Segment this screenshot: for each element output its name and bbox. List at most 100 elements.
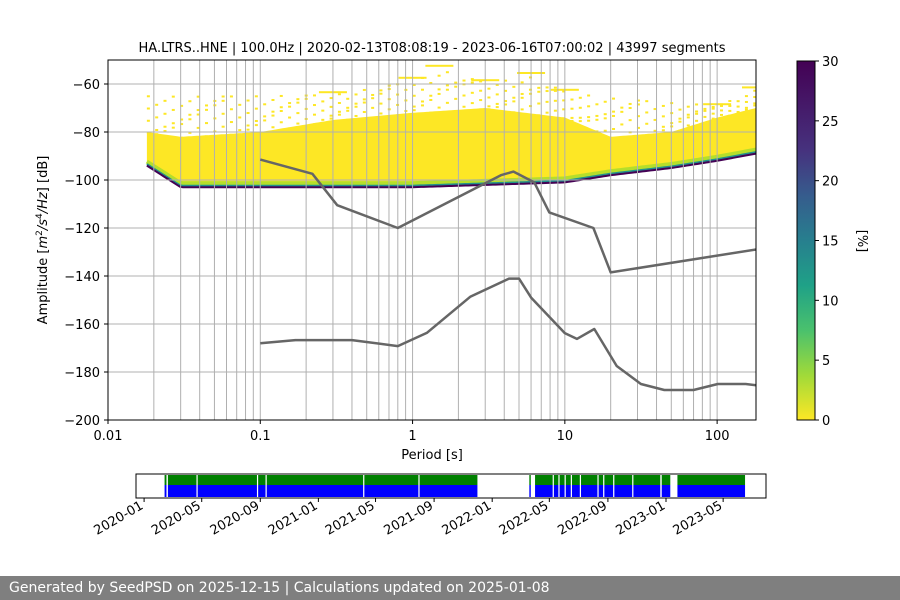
heat-scatter (437, 88, 441, 91)
heat-scatter (155, 116, 159, 119)
heat-scatter (445, 71, 449, 74)
heat-scatter (263, 103, 267, 106)
coverage-top (529, 475, 531, 485)
coverage-top (677, 475, 746, 485)
heat-scatter (171, 95, 175, 98)
heat-scatter (362, 98, 366, 101)
heat-scatter (205, 108, 209, 111)
heat-scatter (553, 109, 557, 112)
heat-scatter (180, 118, 184, 121)
x-tick-label: 10 (557, 429, 574, 444)
heat-scatter (612, 97, 616, 100)
heat-scatter (744, 100, 748, 103)
heat-scatter (229, 121, 233, 124)
heat-scatter (437, 106, 441, 109)
timeline-frame (135, 473, 767, 499)
timeline-tick-label: 2022-01 (440, 498, 495, 538)
coverage-bottom (661, 485, 671, 497)
heat-scatter (703, 115, 707, 118)
x-tick-label: 0.1 (250, 429, 271, 444)
timeline-tick-label: 2022-05 (497, 498, 552, 538)
heat-scatter (570, 98, 574, 101)
heat-scatter (412, 105, 416, 108)
heat-scatter (271, 98, 275, 101)
heat-scatter (321, 109, 325, 112)
heat-scatter (462, 105, 466, 108)
heat-scatter (570, 116, 574, 119)
heat-scatter (595, 114, 599, 117)
heat-scatter (562, 90, 566, 93)
colorbar-tick-label: 0 (822, 414, 830, 429)
heat-scatter (728, 100, 732, 103)
heat-scatter (271, 114, 275, 117)
heat-scatter (312, 123, 316, 126)
heat-scatter (578, 116, 582, 119)
heat-scatter (695, 103, 699, 106)
heat-scatter (495, 93, 499, 96)
noise-model-nhnm (259, 158, 756, 274)
heat-scatter (155, 133, 159, 136)
heat-scatter (205, 104, 209, 107)
heat-scatter (288, 102, 292, 105)
colorbar-tick-label: 15 (822, 235, 839, 250)
heat-scatter (354, 102, 358, 105)
heat-scatter (562, 117, 566, 120)
heat-scatter (504, 100, 508, 103)
heat-scatter (603, 129, 607, 132)
y-axis-ticks: −60 −80 −100 −120 −140 −160 −180 −200 (64, 78, 108, 429)
heat-scatter (196, 126, 200, 129)
timeline-tick-label: 2021-05 (323, 498, 378, 538)
heat-scatter (553, 86, 557, 89)
heat-scatter (487, 108, 491, 111)
heat-scatter (678, 108, 682, 111)
heat-scatter (578, 106, 582, 109)
y-tick-label: −100 (64, 174, 100, 189)
heat-scatter (578, 96, 582, 99)
heat-scatter (553, 99, 557, 102)
heat-scatter (736, 105, 740, 108)
heat-band (146, 108, 756, 188)
heat-scatter (371, 97, 375, 100)
heat-scatter (354, 114, 358, 117)
heat-scatter (420, 100, 424, 103)
heat-scatter (487, 96, 491, 99)
timeline-tick-label: 2023-01 (613, 498, 668, 538)
heat-scatter (628, 119, 632, 122)
heat-scatter (229, 133, 233, 136)
heat-scatter (620, 110, 624, 113)
heat-scatter (221, 112, 225, 115)
heat-scatter (221, 99, 225, 102)
heat-scatter (686, 113, 690, 116)
y-tick-label: −180 (64, 366, 100, 381)
heat-scatter (263, 119, 267, 122)
heat-scatter (744, 95, 748, 98)
heat-scatter (720, 104, 724, 107)
heat-scatter (437, 92, 441, 95)
heat-scatter (603, 100, 607, 103)
coverage-gap (564, 475, 566, 497)
heat-scatter (545, 90, 549, 93)
coverage-top (164, 475, 167, 485)
coverage-gap (196, 475, 198, 497)
heat-scatter (495, 102, 499, 105)
heat-scatter (254, 107, 258, 110)
heat-scatter (371, 116, 375, 119)
coverage-top (661, 475, 671, 485)
heat-scatter (346, 97, 350, 100)
heat-scatter (445, 84, 449, 87)
heat-scatter (686, 124, 690, 127)
x-tick-label: 1 (408, 429, 416, 444)
heat-scatter (171, 126, 175, 129)
heat-scatter (528, 105, 532, 108)
heat-scatter (661, 125, 665, 128)
heat-scatter (744, 108, 748, 111)
heat-scatter (711, 106, 715, 109)
y-tick-label: −80 (73, 126, 100, 141)
heat-scatter (379, 112, 383, 115)
heat-scatter (636, 126, 640, 129)
heat-scatter (321, 100, 325, 103)
heat-scatter (504, 89, 508, 92)
heat-scatter (238, 133, 242, 136)
heat-scatter (321, 121, 325, 124)
heat-scatter (711, 112, 715, 115)
